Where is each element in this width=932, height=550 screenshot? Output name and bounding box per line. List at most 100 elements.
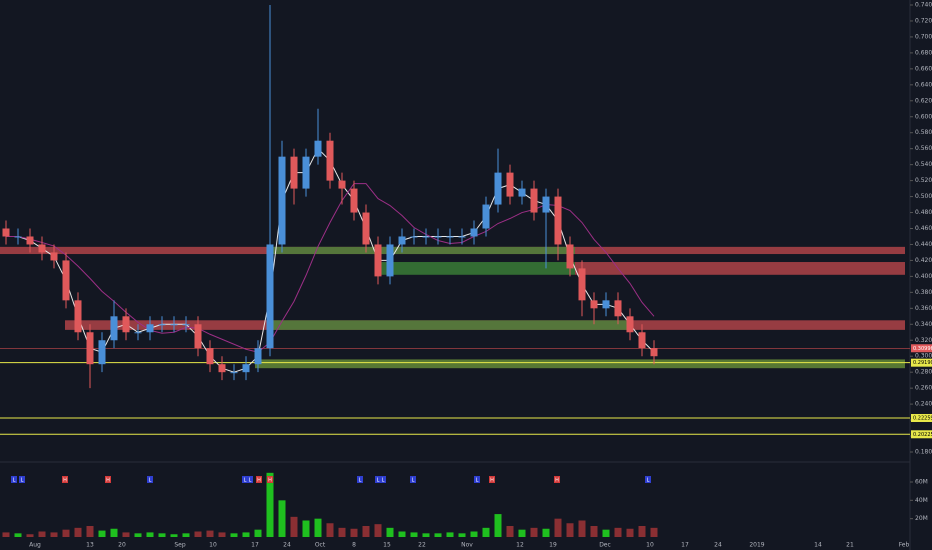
candle-body <box>470 228 478 237</box>
volume-bar <box>350 528 358 537</box>
signal-box <box>242 476 248 483</box>
candle-body <box>422 236 430 238</box>
signal-label: H <box>268 478 272 484</box>
signal-box <box>489 476 495 483</box>
signal-label: H <box>63 478 67 484</box>
x-tick-label: 8 <box>352 542 356 549</box>
volume-bar <box>398 531 406 537</box>
x-tick-label: 21 <box>846 542 854 549</box>
candle-body <box>338 180 346 189</box>
volume-bar <box>422 533 430 537</box>
signal-box <box>147 476 153 483</box>
signal-box <box>380 476 386 483</box>
y-tick-label: 0.74000 <box>915 2 932 9</box>
candle-body <box>350 188 358 213</box>
volume-bar <box>50 532 58 537</box>
y-tick-label: 0.38000 <box>915 289 932 296</box>
volume-bar <box>218 532 226 537</box>
x-tick-label: Feb <box>899 542 910 549</box>
volume-bar <box>86 526 94 537</box>
volume-bar <box>110 528 118 537</box>
signal-box <box>256 476 262 483</box>
y-tick-label: 0.56000 <box>915 145 932 152</box>
candle-body <box>74 300 82 333</box>
y2-tick-label: 20M <box>915 515 928 522</box>
y-tick-label: 0.26000 <box>915 385 932 392</box>
volume-bar <box>566 523 574 537</box>
signal-label: H <box>555 478 559 484</box>
candle-body <box>230 372 238 374</box>
volume-bar <box>338 527 346 537</box>
level-label: 0.22259 <box>913 415 932 421</box>
y-tick-label: 0.42000 <box>915 257 932 264</box>
volume-bar <box>542 528 550 537</box>
y-tick-label: 0.24000 <box>915 401 932 408</box>
volume-bar <box>458 533 466 537</box>
y2-tick-label: 60M <box>915 479 928 486</box>
candle-body <box>14 236 22 238</box>
candle-body <box>638 332 646 349</box>
candle-body <box>650 348 658 357</box>
candle-body <box>110 316 118 341</box>
volume-bar <box>26 534 34 537</box>
volume-bar <box>278 500 286 537</box>
signal-label: L <box>377 478 380 484</box>
candle-body <box>50 252 58 261</box>
volume-bar <box>434 533 442 537</box>
x-tick-label: 19 <box>549 542 557 549</box>
candle-body <box>194 324 202 349</box>
signal-label: L <box>412 478 415 484</box>
signal-box <box>105 476 111 483</box>
x-tick-label: Dec <box>599 542 611 549</box>
signal-label: L <box>359 478 362 484</box>
volume-bar <box>506 526 514 537</box>
signal-box <box>267 476 273 483</box>
candle-body <box>290 156 298 189</box>
candle-body <box>434 236 442 238</box>
volume-bar <box>374 524 382 537</box>
volume-bar <box>182 533 190 537</box>
volume-bar <box>386 527 394 537</box>
candle-body <box>62 260 70 301</box>
x-tick-label: 24 <box>714 542 722 549</box>
volume-bar <box>158 533 166 537</box>
zone <box>270 320 630 330</box>
y-tick-label: 0.58000 <box>915 129 932 136</box>
volume-bar <box>482 527 490 537</box>
volume-bar <box>590 526 598 537</box>
candle-body <box>98 340 106 365</box>
y-tick-label: 0.68000 <box>915 49 932 56</box>
volume-bar <box>410 532 418 537</box>
candle-body <box>146 324 154 333</box>
x-tick-label: Sep <box>174 542 186 549</box>
y-tick-label: 0.62000 <box>915 97 932 104</box>
candle-body <box>578 268 586 301</box>
x-tick-label: 14 <box>814 542 822 549</box>
y-tick-label: 0.46000 <box>915 225 932 232</box>
level-label: 0.29190 <box>913 360 932 366</box>
y-tick-label: 0.72000 <box>915 17 932 24</box>
candle-body <box>554 196 562 245</box>
x-tick-label: 13 <box>86 542 94 549</box>
signal-label: L <box>244 478 247 484</box>
candle-body <box>170 324 178 326</box>
signal-box <box>62 476 68 483</box>
volume-bar <box>230 533 238 537</box>
candle-body <box>518 188 526 197</box>
last-price-tag <box>911 344 932 353</box>
candle-body <box>410 236 418 238</box>
volume-bar <box>266 472 274 537</box>
candle-body <box>302 156 310 189</box>
candle-body <box>86 332 94 365</box>
level-tag <box>911 430 932 439</box>
volume-bar <box>362 526 370 537</box>
volume-bar <box>650 527 658 537</box>
candle-body <box>326 140 334 181</box>
volume-bar <box>614 527 622 537</box>
candle-body <box>614 300 622 317</box>
signal-box <box>474 476 480 483</box>
volume-bar <box>290 516 298 537</box>
volume-bar <box>38 531 46 537</box>
volume-bar <box>326 523 334 537</box>
volume-bar <box>254 529 262 537</box>
